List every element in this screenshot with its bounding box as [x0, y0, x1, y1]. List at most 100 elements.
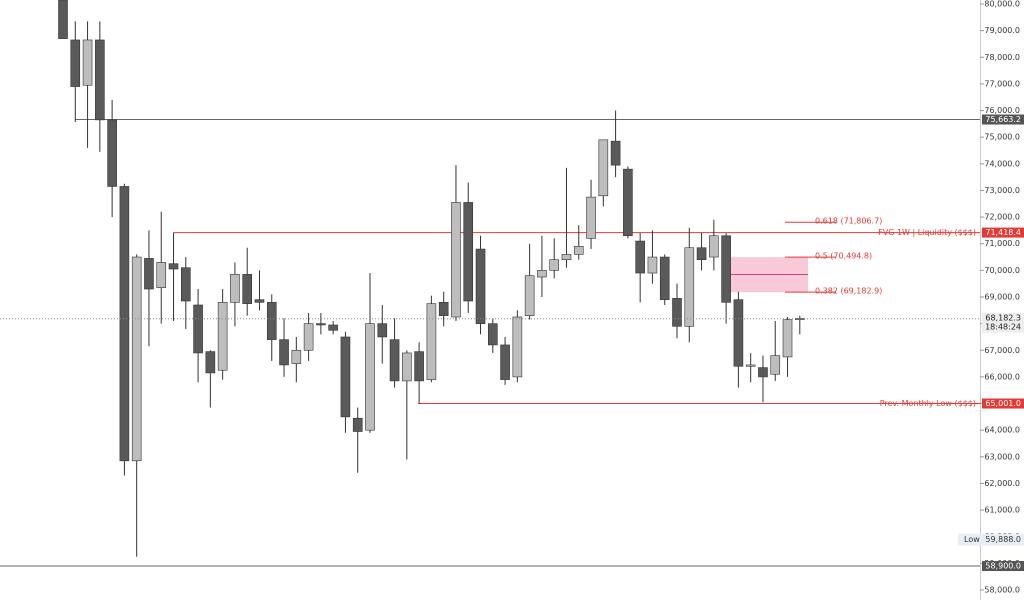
- candle-body: [610, 140, 621, 166]
- candle-body: [758, 367, 768, 378]
- candle-body: [266, 302, 277, 340]
- candle-body: [586, 196, 596, 239]
- price-tag-label: 65,001.0: [985, 399, 1021, 408]
- y-tick-label: 58,000.0: [984, 586, 1020, 595]
- candle-body: [389, 339, 400, 382]
- candle-body: [58, 0, 68, 39]
- candle-body: [635, 240, 645, 274]
- candle-body: [549, 259, 560, 271]
- y-tick-label: 70,000.0: [984, 266, 1020, 275]
- candle-body: [230, 274, 240, 303]
- y-tick-label: 79,000.0: [984, 26, 1020, 35]
- y-tick-label: 66,000.0: [984, 372, 1020, 381]
- low-marker-text: Low: [964, 535, 980, 544]
- y-tick-label: 74,000.0: [984, 159, 1020, 168]
- candle-body: [144, 258, 154, 290]
- candle-body: [782, 319, 793, 358]
- candle-body: [672, 298, 682, 327]
- candle-body: [512, 316, 523, 378]
- candle-body: [328, 324, 338, 331]
- current-price-label: 68,182.3: [985, 313, 1021, 322]
- candle-body: [438, 302, 449, 316]
- candle-body: [463, 202, 474, 302]
- countdown: 18:48:24: [985, 322, 1021, 331]
- candle-body: [709, 235, 719, 258]
- candle-body: [303, 323, 314, 351]
- price-tag-label: 75,663.2: [985, 115, 1021, 124]
- candle-body: [316, 323, 326, 326]
- candle-body: [365, 323, 375, 431]
- candle-body: [352, 417, 363, 432]
- candle-body: [733, 299, 744, 367]
- candle-body: [537, 270, 547, 278]
- y-tick-label: 72,000.0: [984, 213, 1020, 222]
- candle-body: [696, 247, 707, 261]
- y-tick-label: 61,000.0: [984, 506, 1020, 515]
- fib-label: 0.5 (70,494.8): [815, 252, 872, 261]
- candle-body: [82, 39, 93, 86]
- y-tick-label: 63,000.0: [984, 452, 1020, 461]
- level-label: FVG 1W | Liquidity ($$$): [878, 228, 976, 237]
- candle-body: [794, 318, 805, 320]
- price-tag: [982, 561, 1024, 572]
- level-label: Prev. Monthly Low ($$$): [880, 399, 976, 408]
- candle-body: [377, 323, 388, 338]
- low-marker-tag: 59,888.0: [985, 535, 1021, 544]
- price-tag-label: 58,900.0: [985, 562, 1021, 571]
- y-tick-label: 73,000.0: [984, 186, 1020, 195]
- candle-body: [205, 351, 216, 374]
- candle-body: [279, 339, 289, 366]
- candle-body: [107, 119, 117, 187]
- candle-body: [745, 364, 756, 367]
- current-price-tag: [982, 312, 1024, 333]
- candle-body: [561, 254, 572, 261]
- candle-body: [659, 256, 670, 300]
- candle-body: [254, 299, 265, 303]
- candle-body: [168, 263, 179, 270]
- candle-body: [414, 351, 424, 382]
- y-tick-label: 77,000.0: [984, 79, 1020, 88]
- candle-body: [426, 303, 437, 380]
- y-tick-label: 78,000.0: [984, 53, 1020, 62]
- y-tick-label: 64,000.0: [984, 426, 1020, 435]
- price-tag-label: 71,418.4: [985, 228, 1021, 237]
- candle-body: [119, 186, 130, 462]
- candle-body: [402, 352, 412, 382]
- y-tick-label: 62,000.0: [984, 479, 1020, 488]
- candle-body: [647, 256, 658, 274]
- fib-label: 0.382 (69,182.9): [815, 287, 882, 296]
- candle-body: [291, 349, 302, 364]
- candle-body: [598, 139, 609, 197]
- candle-body: [242, 274, 252, 304]
- candle-body: [475, 248, 486, 324]
- candle-body: [193, 304, 203, 354]
- low-marker-bg: [958, 533, 1024, 546]
- fib-label: 0.618 (71,806.7): [815, 217, 882, 226]
- candle-body: [70, 39, 81, 87]
- candle-body: [573, 246, 584, 255]
- y-tick-label: 75,000.0: [984, 133, 1020, 142]
- price-tag: [982, 114, 1024, 125]
- candle-body: [340, 336, 351, 418]
- candle-body: [524, 275, 535, 316]
- y-tick-label: 71,000.0: [984, 239, 1020, 248]
- candle-body: [487, 323, 498, 346]
- y-tick-label: 76,000.0: [984, 106, 1020, 115]
- price-tag: [982, 398, 1024, 409]
- candle-body: [721, 235, 731, 303]
- candle-body: [217, 302, 228, 371]
- y-tick-label: 69,000.0: [984, 293, 1020, 302]
- candle-body: [156, 262, 167, 288]
- price-tag: [982, 227, 1024, 238]
- candle-body: [95, 39, 105, 121]
- candle-body: [684, 247, 695, 327]
- y-tick-label: 67,000.0: [984, 346, 1020, 355]
- y-tick-label: 80,000.0: [984, 0, 1020, 9]
- candle-body: [623, 168, 633, 237]
- candle-body: [500, 344, 510, 380]
- candle-body: [181, 267, 191, 302]
- candle-body: [770, 355, 781, 375]
- candle-body: [131, 256, 142, 462]
